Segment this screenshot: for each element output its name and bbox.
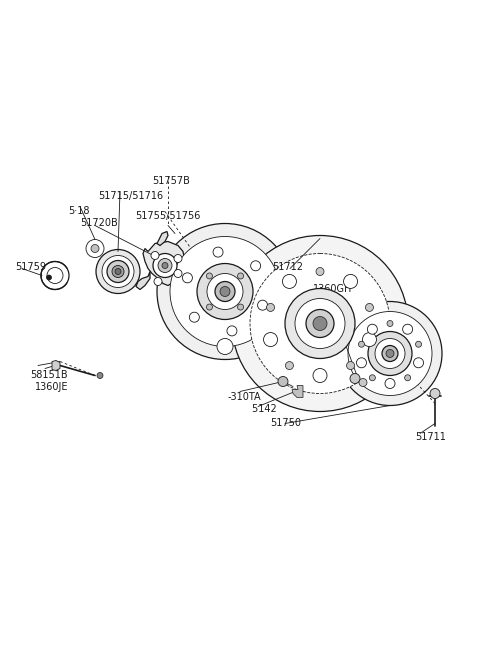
Circle shape [344, 275, 358, 288]
Circle shape [174, 254, 182, 263]
Circle shape [403, 324, 413, 334]
Circle shape [215, 281, 235, 302]
Circle shape [347, 361, 355, 370]
Circle shape [286, 361, 293, 370]
Polygon shape [52, 361, 60, 371]
Circle shape [370, 374, 375, 381]
Circle shape [251, 261, 261, 271]
Circle shape [338, 302, 442, 405]
Circle shape [359, 341, 364, 348]
Circle shape [217, 338, 233, 355]
Text: 51711: 51711 [415, 432, 446, 442]
Circle shape [238, 273, 243, 279]
Circle shape [278, 376, 288, 386]
Circle shape [295, 298, 345, 348]
Circle shape [206, 273, 213, 279]
Circle shape [264, 332, 277, 347]
Circle shape [266, 304, 275, 311]
Circle shape [158, 258, 172, 273]
Circle shape [157, 223, 293, 359]
Text: 51757B: 51757B [152, 175, 190, 185]
Circle shape [154, 277, 162, 286]
Circle shape [258, 300, 267, 310]
Text: 51712: 51712 [272, 261, 303, 271]
Circle shape [96, 250, 140, 294]
Circle shape [47, 275, 51, 280]
Circle shape [220, 286, 230, 296]
Circle shape [41, 261, 69, 290]
Text: 51720B: 51720B [80, 219, 118, 229]
Circle shape [350, 373, 360, 384]
Text: 51​42: 51​42 [252, 405, 277, 415]
Circle shape [112, 265, 124, 277]
Text: 51759: 51759 [15, 261, 46, 271]
Circle shape [97, 373, 103, 378]
Circle shape [405, 374, 410, 381]
Polygon shape [136, 271, 150, 290]
Circle shape [238, 304, 243, 310]
Circle shape [316, 267, 324, 275]
Circle shape [182, 273, 192, 283]
Text: 58151B: 58151B [30, 369, 68, 380]
Circle shape [206, 304, 213, 310]
Circle shape [47, 267, 63, 284]
Text: 51715/51716: 51715/51716 [98, 191, 163, 202]
Circle shape [385, 378, 395, 388]
Circle shape [174, 269, 182, 277]
Circle shape [313, 317, 327, 330]
Polygon shape [292, 386, 303, 397]
Circle shape [357, 358, 366, 368]
Text: 51750: 51750 [270, 419, 301, 428]
Circle shape [115, 269, 121, 275]
Circle shape [386, 350, 394, 357]
Circle shape [151, 252, 159, 260]
Circle shape [416, 341, 421, 348]
Circle shape [387, 321, 393, 327]
Circle shape [368, 332, 412, 376]
Circle shape [375, 338, 405, 369]
Circle shape [414, 358, 423, 368]
Circle shape [170, 237, 280, 346]
Circle shape [197, 263, 253, 319]
Polygon shape [143, 242, 185, 286]
Circle shape [282, 275, 297, 288]
Text: -310TA: -310TA [228, 392, 262, 401]
Circle shape [250, 254, 390, 394]
Text: 51755/51756: 51755/51756 [135, 212, 200, 221]
Text: 1360JE: 1360JE [35, 382, 69, 392]
Circle shape [313, 369, 327, 382]
Circle shape [213, 247, 223, 257]
Circle shape [153, 254, 177, 277]
Circle shape [306, 309, 334, 338]
Circle shape [227, 326, 237, 336]
Circle shape [348, 311, 432, 396]
Circle shape [430, 388, 440, 399]
Circle shape [107, 260, 129, 283]
Polygon shape [157, 231, 168, 246]
Circle shape [285, 288, 355, 359]
Circle shape [102, 256, 134, 288]
Circle shape [382, 346, 398, 361]
Text: 5·18: 5·18 [68, 206, 89, 217]
Circle shape [91, 244, 99, 252]
Circle shape [359, 378, 367, 386]
Circle shape [362, 332, 376, 347]
Circle shape [232, 235, 408, 411]
Circle shape [207, 273, 243, 309]
Circle shape [365, 304, 373, 311]
Circle shape [189, 312, 199, 322]
Circle shape [86, 240, 104, 258]
Circle shape [367, 324, 377, 334]
Circle shape [162, 263, 168, 269]
Text: 1360GH: 1360GH [313, 284, 352, 294]
